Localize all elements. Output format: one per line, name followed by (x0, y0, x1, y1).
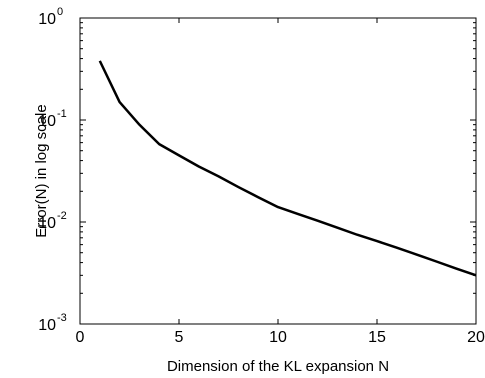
x-tick-label: 0 (76, 329, 85, 346)
axis-ticks (79, 17, 477, 325)
y-axis-label: Error(N) in log scale (33, 104, 50, 237)
x-tick-label: 15 (368, 329, 386, 346)
y-tick-label: 10 (38, 317, 56, 334)
series-line (98, 60, 477, 277)
x-tick-label: 20 (467, 329, 485, 346)
x-axis-label: Dimension of the KL expansion N (167, 358, 389, 375)
y-tick-label-exponent: -1 (57, 108, 67, 120)
x-tick-label: 10 (269, 329, 287, 346)
plot-area (79, 17, 477, 325)
y-tick-label-exponent: 0 (57, 6, 63, 18)
y-tick-label: 10 (38, 113, 56, 130)
y-tick-label: 10 (38, 11, 56, 28)
y-tick-label-exponent: -2 (57, 210, 67, 222)
y-tick-label: 10 (38, 215, 56, 232)
x-tick-label: 5 (175, 329, 184, 346)
y-tick-label-exponent: -3 (57, 312, 67, 324)
series-group (98, 60, 477, 277)
